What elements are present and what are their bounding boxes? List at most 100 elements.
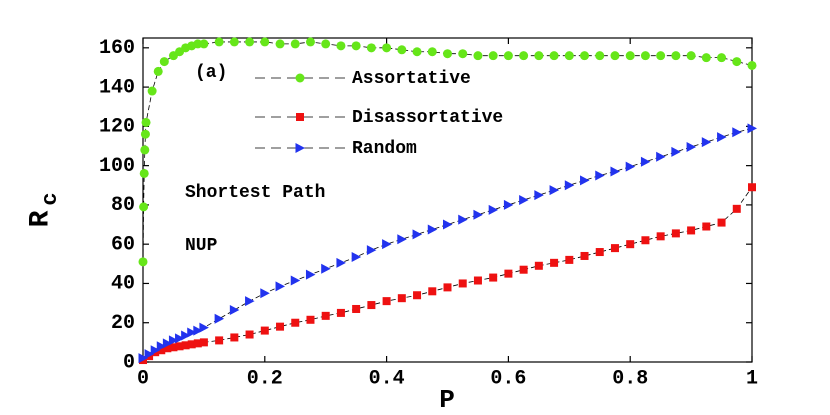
marker xyxy=(687,226,696,235)
marker xyxy=(473,209,483,220)
marker xyxy=(732,204,741,213)
x-tick-label: 0.6 xyxy=(490,367,526,390)
marker xyxy=(275,39,285,49)
marker xyxy=(519,51,529,61)
marker xyxy=(412,47,422,57)
marker xyxy=(488,204,499,215)
marker xyxy=(412,229,423,240)
marker xyxy=(748,183,756,192)
marker xyxy=(701,53,711,63)
marker xyxy=(549,51,559,61)
legend-label: Random xyxy=(352,139,417,159)
marker xyxy=(169,343,178,352)
marker xyxy=(717,218,726,227)
marker xyxy=(321,311,330,320)
marker xyxy=(321,39,331,49)
marker xyxy=(564,180,575,191)
marker xyxy=(366,43,376,53)
marker xyxy=(245,37,255,47)
marker xyxy=(214,313,225,324)
marker xyxy=(610,51,620,61)
legend-label: Disassortative xyxy=(352,108,503,128)
marker xyxy=(534,261,543,270)
y-tick-label: 100 xyxy=(99,155,135,178)
marker xyxy=(443,283,452,292)
marker xyxy=(260,37,270,47)
marker xyxy=(229,304,240,315)
marker xyxy=(413,291,422,300)
marker xyxy=(564,51,574,61)
marker xyxy=(641,236,650,245)
marker xyxy=(443,219,453,230)
marker xyxy=(428,287,437,296)
x-tick-label: 1 xyxy=(746,367,758,390)
marker xyxy=(351,41,361,51)
marker xyxy=(656,51,666,61)
y-tick-label: 40 xyxy=(111,273,135,296)
marker xyxy=(150,345,161,356)
marker xyxy=(163,344,172,353)
marker xyxy=(489,273,498,282)
marker xyxy=(162,338,173,349)
marker xyxy=(503,199,514,210)
marker xyxy=(193,339,202,348)
marker xyxy=(534,51,544,61)
marker xyxy=(747,60,757,70)
plot-frame xyxy=(142,37,753,363)
y-tick-label: 20 xyxy=(111,312,135,335)
marker xyxy=(397,45,407,55)
marker xyxy=(550,258,559,267)
marker xyxy=(187,340,196,349)
marker xyxy=(671,146,681,157)
legend-label: Assortative xyxy=(352,69,471,89)
marker xyxy=(717,132,727,143)
marker xyxy=(382,297,391,306)
marker xyxy=(305,269,316,280)
x-axis-label: P xyxy=(439,385,455,415)
marker xyxy=(147,86,157,96)
marker xyxy=(229,37,239,47)
marker xyxy=(199,338,208,347)
marker xyxy=(275,281,286,292)
marker xyxy=(580,175,590,186)
marker xyxy=(199,322,209,333)
marker xyxy=(701,137,712,148)
marker xyxy=(290,275,301,286)
marker xyxy=(305,37,315,47)
marker xyxy=(671,51,681,61)
marker xyxy=(321,263,331,274)
marker xyxy=(503,51,513,61)
marker xyxy=(260,326,269,335)
marker xyxy=(175,342,184,351)
marker xyxy=(245,330,254,339)
marker xyxy=(290,39,300,49)
marker xyxy=(443,49,452,59)
marker xyxy=(747,123,757,134)
marker xyxy=(382,239,392,250)
annotation: (a) xyxy=(195,63,227,83)
legend-marker xyxy=(295,73,305,83)
marker xyxy=(626,240,635,249)
marker xyxy=(732,127,742,138)
marker xyxy=(245,296,255,307)
marker xyxy=(458,214,468,225)
marker xyxy=(291,318,300,327)
x-tick-label: 0 xyxy=(137,367,149,390)
marker xyxy=(702,222,711,231)
marker xyxy=(473,51,483,61)
marker xyxy=(473,276,482,285)
marker xyxy=(139,202,149,212)
marker xyxy=(138,353,148,364)
marker xyxy=(671,229,680,238)
annotation: Shortest Path xyxy=(185,183,325,203)
marker xyxy=(336,41,346,51)
marker xyxy=(610,244,619,253)
marker xyxy=(159,57,169,67)
y-axis-label-group: R c xyxy=(25,192,62,227)
marker xyxy=(140,129,150,139)
marker xyxy=(144,349,155,360)
marker xyxy=(580,251,589,260)
marker xyxy=(427,47,437,57)
marker xyxy=(336,257,346,268)
